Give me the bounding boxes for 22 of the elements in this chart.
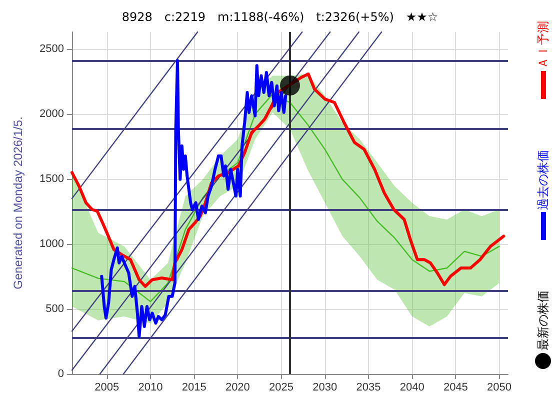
text: 最新の株価 — [534, 290, 550, 350]
y-tick-label: 1000 — [40, 238, 64, 250]
x-tick-label: 2010 — [138, 382, 163, 394]
x-tick-label: 2015 — [182, 382, 206, 394]
x-tick-label: 2040 — [400, 382, 424, 394]
x-tick-label: 2045 — [443, 382, 468, 394]
y-tick-label: 1500 — [40, 172, 64, 185]
text: 過去の株価 — [534, 150, 550, 210]
x-tick-label: 2020 — [225, 382, 250, 394]
x-tick-label: 2050 — [487, 382, 512, 394]
x-tick-label: 2025 — [269, 382, 294, 394]
y-axis-title: Generated on Monday 2026/1/5. — [11, 116, 25, 290]
chart-title: 8928 c:2219 m:1188(-46%) t:2326(+5%) ★★☆ — [122, 10, 438, 24]
y-tick-label: 2500 — [40, 42, 64, 55]
y-tick-label: 500 — [46, 302, 64, 315]
x-tick-label: 2035 — [356, 382, 381, 394]
text: ＡＩ予測 — [534, 21, 550, 69]
line-series — [71, 94, 500, 302]
y-tick-label: 2000 — [40, 108, 64, 120]
x-tick-label: 2005 — [94, 382, 120, 394]
x-tick-label: 2030 — [312, 382, 338, 394]
y-tick-label: 0 — [58, 368, 64, 380]
